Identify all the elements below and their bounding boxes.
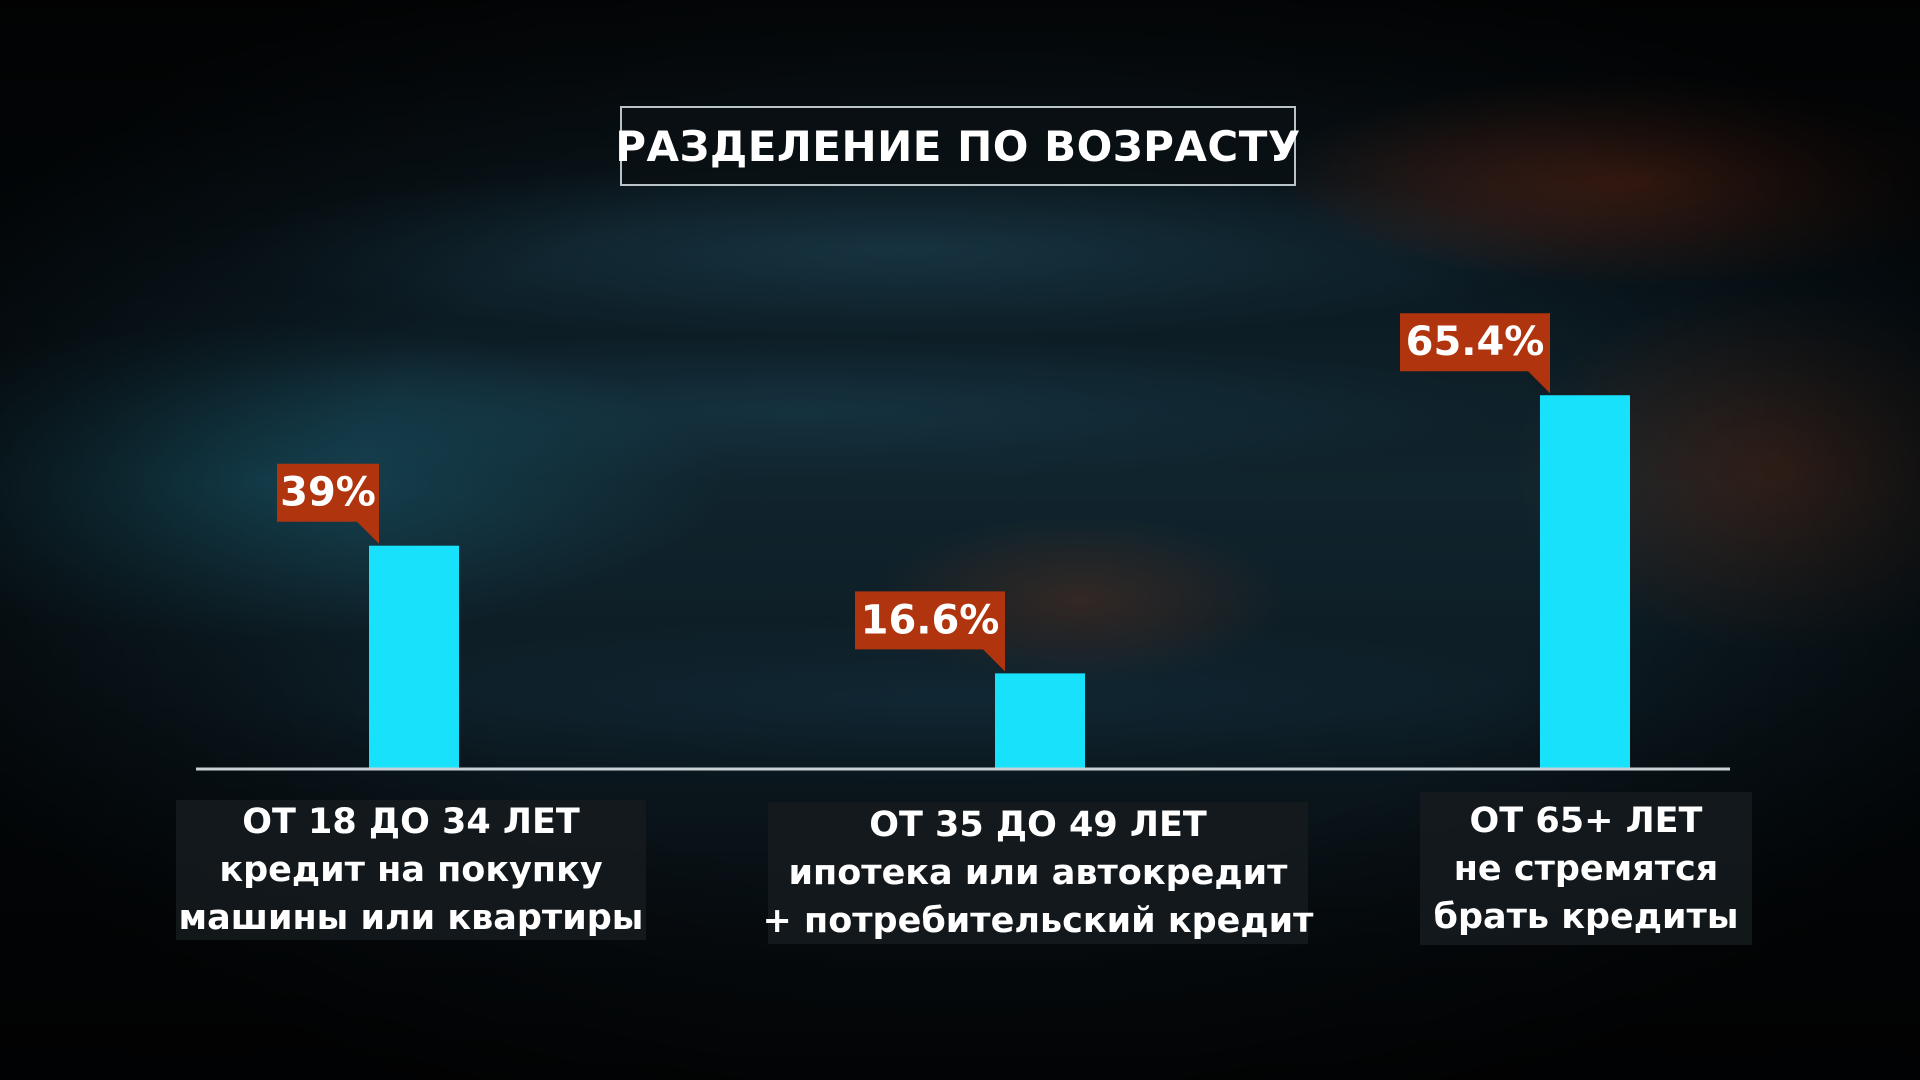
category-label-box-age-35-49: ОТ 35 ДО 49 ЛЕТ ипотека или автокредит +… [763, 802, 1313, 944]
bar [369, 545, 459, 768]
value-label: 39% [280, 470, 376, 516]
value-label-callout [1400, 313, 1550, 394]
chart-title-box: РАЗДЕЛЕНИЕ ПО ВОЗРАСТУ [615, 106, 1300, 186]
category-label-line: кредит на покупку [219, 850, 603, 890]
category-label-box-age-18-34: ОТ 18 ДО 34 ЛЕТ кредит на покупку машины… [176, 800, 646, 940]
value-label-callout [277, 463, 379, 544]
value-label: 65.4% [1406, 319, 1545, 365]
category-label-line: брать кредиты [1433, 896, 1739, 937]
bar [1540, 395, 1630, 768]
category-label-line: машины или квартиры [178, 898, 644, 938]
chart-title: РАЗДЕЛЕНИЕ ПО ВОЗРАСТУ [615, 121, 1301, 171]
category-label-line: не стремятся [1453, 848, 1719, 889]
category-label-line: ипотека или автокредит [788, 853, 1288, 893]
value-label-callout [855, 591, 1005, 672]
category-label-line: ОТ 18 ДО 34 ЛЕТ [242, 802, 580, 842]
category-label-line: ОТ 35 ДО 49 ЛЕТ [869, 805, 1207, 845]
bar [995, 673, 1085, 768]
category-label-box-age-65-plus: ОТ 65+ ЛЕТ не стремятся брать кредиты [1420, 792, 1752, 945]
value-label: 16.6% [861, 597, 1000, 643]
category-label-line: + потребительский кредит [762, 901, 1314, 941]
category-label-line: ОТ 65+ ЛЕТ [1469, 800, 1703, 841]
